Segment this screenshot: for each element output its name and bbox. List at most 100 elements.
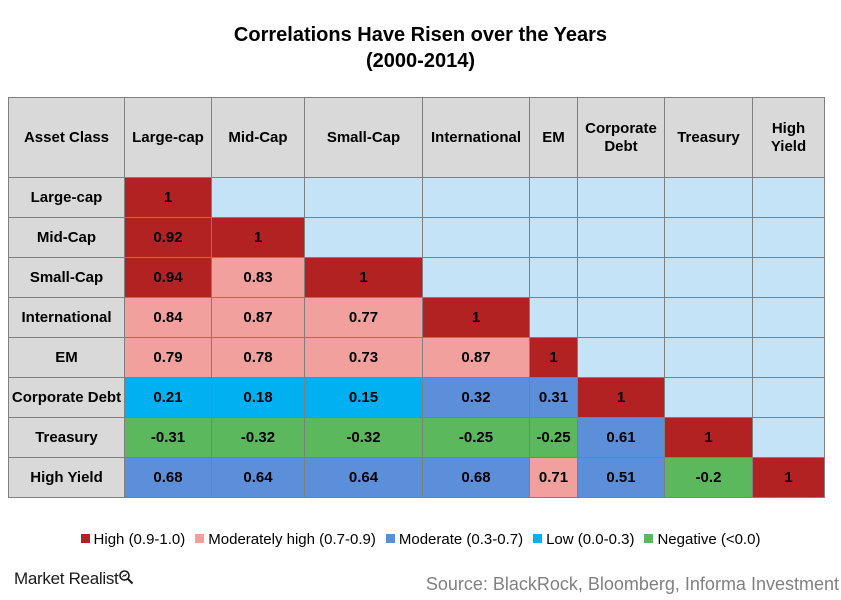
empty-cell — [577, 297, 665, 338]
legend-swatch — [644, 534, 654, 543]
correlation-cell: 0.84 — [124, 297, 212, 338]
row-header-large-cap: Large-cap — [8, 177, 125, 218]
empty-cell — [664, 297, 753, 338]
empty-cell — [422, 257, 530, 298]
empty-cell — [752, 337, 825, 378]
correlation-cell: 0.87 — [422, 337, 530, 378]
row-header-high-yield: High Yield — [8, 457, 125, 498]
legend-label: Moderate (0.3-0.7) — [398, 531, 524, 548]
correlation-cell: 0.78 — [211, 337, 305, 378]
correlation-cell: 0.71 — [529, 457, 578, 498]
column-header-treasury: Treasury — [664, 97, 753, 178]
legend: High (0.9-1.0) Moderately high (0.7-0.9) M… — [0, 531, 841, 548]
empty-cell — [529, 217, 578, 258]
empty-cell — [752, 217, 825, 258]
table-row-high-yield: High Yield 0.68 0.64 0.64 0.68 0.71 0.51 -0.2 1 — [8, 457, 825, 498]
correlation-cell: 0.94 — [124, 257, 212, 298]
correlation-cell: -0.25 — [529, 417, 578, 458]
row-header-em: EM — [8, 337, 125, 378]
correlation-cell: -0.25 — [422, 417, 530, 458]
empty-cell — [664, 257, 753, 298]
empty-cell — [577, 337, 665, 378]
correlation-cell: -0.2 — [664, 457, 753, 498]
row-header-international: International — [8, 297, 125, 338]
empty-cell — [752, 257, 825, 298]
column-header-mid-cap: Mid-Cap — [211, 97, 305, 178]
column-header-high-yield: High Yield — [752, 97, 825, 178]
correlation-cell: 0.21 — [124, 377, 212, 418]
correlation-cell: 0.87 — [211, 297, 305, 338]
brand-name: Market Realist — [14, 569, 119, 588]
row-header-small-cap: Small-Cap — [8, 257, 125, 298]
legend-swatch — [533, 534, 543, 543]
empty-cell — [304, 177, 423, 218]
legend-item: Moderately high (0.7-0.9) — [195, 531, 376, 548]
source-note: Source: BlackRock, Bloomberg, Informa In… — [425, 574, 839, 594]
header-row: Asset Class Large-cap Mid-Cap Small-Cap Inte… — [8, 97, 825, 178]
column-header-corporate-debt: Corporate Debt — [577, 97, 665, 178]
correlation-cell: 0.79 — [124, 337, 212, 378]
correlation-cell: 0.31 — [529, 377, 578, 418]
legend-label: High (0.9-1.0) — [93, 531, 186, 548]
correlation-cell: 1 — [529, 337, 578, 378]
legend-item: Moderate (0.3-0.7) — [385, 531, 524, 548]
empty-cell — [752, 377, 825, 418]
correlation-cell: 0.18 — [211, 377, 305, 418]
legend-swatch — [80, 534, 90, 543]
empty-cell — [664, 177, 753, 218]
row-header-treasury: Treasury — [8, 417, 125, 458]
correlation-table: Asset Class Large-cap Mid-Cap Small-Cap Inte… — [8, 97, 825, 498]
empty-cell — [577, 217, 665, 258]
legend-swatch — [385, 534, 395, 543]
correlation-cell: 1 — [304, 257, 423, 298]
legend-item: Negative (<0.0) — [644, 531, 760, 548]
title-text: Correlations Have Risen over the Years — [233, 24, 608, 46]
column-header-asset-class: Asset Class — [8, 97, 125, 178]
correlation-cell: 0.64 — [211, 457, 305, 498]
empty-cell — [577, 177, 665, 218]
correlation-cell: 1 — [664, 417, 753, 458]
empty-cell — [752, 297, 825, 338]
table-row-mid-cap: Mid-Cap 0.92 1 — [8, 217, 825, 258]
subtitle-text: (2000-2014) — [366, 50, 475, 72]
legend-label: Low (0.0-0.3) — [546, 531, 635, 548]
correlation-cell: -0.31 — [124, 417, 212, 458]
column-header-large-cap: Large-cap — [124, 97, 212, 178]
table-row-em: EM 0.79 0.78 0.73 0.87 1 — [8, 337, 825, 378]
column-header-international: International — [422, 97, 530, 178]
correlation-cell: 0.73 — [304, 337, 423, 378]
empty-cell — [664, 377, 753, 418]
empty-cell — [664, 337, 753, 378]
correlation-cell: 0.92 — [124, 217, 212, 258]
legend-item: Low (0.0-0.3) — [533, 531, 634, 548]
correlation-cell: 0.32 — [422, 377, 530, 418]
correlation-cell: 1 — [752, 457, 825, 498]
correlation-cell: 0.51 — [577, 457, 665, 498]
empty-cell — [529, 257, 578, 298]
row-header-mid-cap: Mid-Cap — [8, 217, 125, 258]
legend-label: Negative (<0.0) — [657, 531, 761, 548]
empty-cell — [304, 217, 423, 258]
correlation-cell: -0.32 — [304, 417, 423, 458]
legend-item: High (0.9-1.0) — [80, 531, 186, 548]
correlation-cell: 1 — [124, 177, 212, 218]
empty-cell — [752, 417, 825, 458]
correlation-cell: 0.68 — [124, 457, 212, 498]
empty-cell — [211, 177, 305, 218]
correlation-cell: 0.61 — [577, 417, 665, 458]
magnifier-icon — [118, 569, 134, 590]
market-realist-logo: Market Realist — [14, 569, 134, 590]
correlation-cell: 0.15 — [304, 377, 423, 418]
table-row-corporate-debt: Corporate Debt 0.21 0.18 0.15 0.32 0.31 1 — [8, 377, 825, 418]
column-header-small-cap: Small-Cap — [304, 97, 423, 178]
chart-title: Correlations Have Risen over the Years (… — [0, 22, 841, 74]
table-row-treasury: Treasury -0.31 -0.32 -0.32 -0.25 -0.25 0.61 1 — [8, 417, 825, 458]
correlation-cell: 0.83 — [211, 257, 305, 298]
correlation-cell: -0.32 — [211, 417, 305, 458]
correlation-cell: 1 — [211, 217, 305, 258]
empty-cell — [577, 257, 665, 298]
empty-cell — [422, 217, 530, 258]
empty-cell — [752, 177, 825, 218]
correlation-cell: 1 — [422, 297, 530, 338]
empty-cell — [529, 177, 578, 218]
